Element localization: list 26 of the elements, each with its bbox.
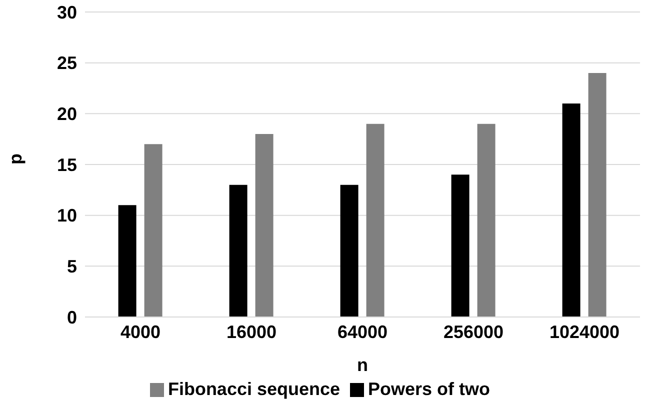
bar	[451, 174, 470, 317]
x-tick-label: 256000	[443, 322, 504, 342]
legend-label: Fibonacci sequence	[168, 379, 340, 399]
x-tick-label: 1024000	[549, 322, 620, 342]
bar	[366, 124, 384, 317]
bar	[118, 205, 136, 317]
bar	[562, 104, 580, 317]
bar	[229, 184, 248, 317]
y-tick-label: 5	[66, 256, 77, 277]
bar	[144, 144, 162, 317]
x-tick-label: 16000	[226, 322, 277, 342]
bar	[340, 184, 358, 317]
x-axis-title: n	[357, 355, 368, 375]
bar	[477, 124, 496, 317]
x-tick-label: 4000	[120, 322, 161, 342]
y-tick-label: 15	[56, 154, 77, 175]
y-tick-label: 30	[56, 2, 77, 22]
y-axis-title: p	[5, 154, 26, 164]
bar	[255, 134, 274, 317]
y-tick-label: 20	[56, 104, 77, 124]
y-tick-label: 25	[56, 53, 77, 74]
y-tick-label: 0	[66, 307, 77, 328]
y-tick-label: 10	[56, 206, 77, 226]
legend-label: Powers of two	[368, 379, 490, 399]
x-tick-label: 64000	[337, 322, 388, 342]
bar	[588, 73, 606, 317]
